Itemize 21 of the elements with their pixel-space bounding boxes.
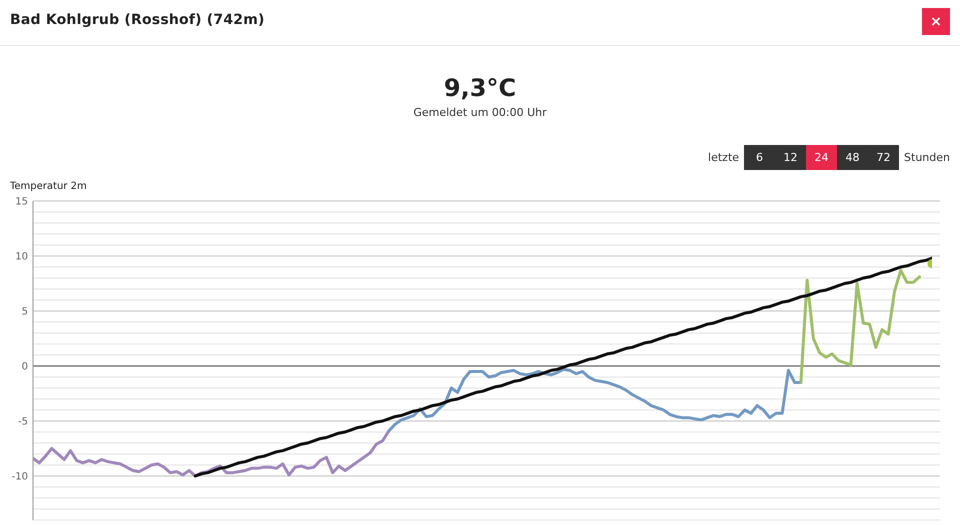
- text: letzte: [708, 151, 740, 164]
- hour-button: 6: [744, 145, 776, 170]
- line-series: [194, 256, 932, 478]
- hour-button: 24: [806, 145, 838, 170]
- text: Stunden: [904, 151, 950, 164]
- line-series: [799, 268, 922, 384]
- y-tick-label: -10: [12, 472, 28, 483]
- text: Gemeldet um 00:00 Uhr: [412, 106, 548, 119]
- chart-title: Bad Kohlgrub (Rosshof) (742m): [10, 12, 265, 28]
- line-series: [387, 368, 802, 432]
- hour-button: 48: [837, 145, 868, 170]
- hour-button: 72: [868, 145, 900, 170]
- hour-button: 12: [775, 145, 806, 170]
- chart-subtitle: 9,3°C: [442, 74, 518, 102]
- y-tick-label: -5: [18, 416, 28, 428]
- y-tick-label: 15: [15, 196, 28, 208]
- y-tick-label: 5: [22, 306, 28, 318]
- y-tick-label: 0: [22, 362, 28, 373]
- line-series: [33, 429, 390, 478]
- y-tick-label: 10: [15, 252, 28, 263]
- y-axis-title: Temperatur 2m: [10, 181, 87, 192]
